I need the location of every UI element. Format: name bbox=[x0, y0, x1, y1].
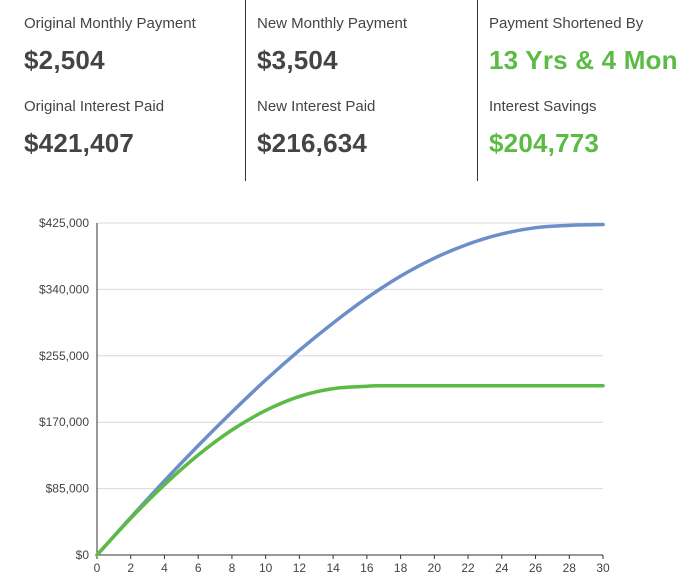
x-tick-label: 16 bbox=[360, 561, 374, 575]
new-monthly-payment-label: New Monthly Payment bbox=[257, 15, 408, 32]
y-tick-label: $0 bbox=[76, 548, 90, 562]
original-monthly-payment-value: $2,504 bbox=[24, 45, 105, 75]
x-tick-label: 0 bbox=[94, 561, 101, 575]
chart-series bbox=[95, 222, 605, 557]
payment-shortened-value: 13 Yrs & 4 Mon bbox=[489, 45, 678, 75]
x-tick-label: 24 bbox=[495, 561, 509, 575]
x-tick-label: 28 bbox=[563, 561, 577, 575]
x-tick-label: 30 bbox=[596, 561, 610, 575]
y-tick-label: $170,000 bbox=[39, 415, 89, 429]
x-tick-label: 18 bbox=[394, 561, 408, 575]
x-tick-label: 4 bbox=[161, 561, 168, 575]
y-tick-label: $425,000 bbox=[39, 216, 89, 230]
x-tick-label: 8 bbox=[229, 561, 236, 575]
new-column: New Monthly Payment $3,504 New Interest … bbox=[245, 0, 477, 181]
x-tick-label: 22 bbox=[461, 561, 475, 575]
y-tick-label: $340,000 bbox=[39, 282, 89, 296]
x-tick-label: 6 bbox=[195, 561, 202, 575]
original-interest-line bbox=[95, 222, 605, 557]
original-monthly-payment-label: Original Monthly Payment bbox=[24, 15, 196, 32]
interest-chart: $0 $85,000 $170,000 $255,000 $340,000 $425,00… bbox=[39, 216, 610, 575]
x-tick-label: 12 bbox=[293, 561, 307, 575]
new-monthly-payment-value: $3,504 bbox=[257, 45, 338, 75]
chart-grid bbox=[97, 222, 603, 490]
original-interest-paid-value: $421,407 bbox=[24, 128, 135, 158]
new-interest-line bbox=[95, 384, 605, 557]
original-column: Original Monthly Payment $2,504 Original… bbox=[24, 0, 244, 181]
y-tick-label: $255,000 bbox=[39, 349, 89, 363]
x-tick-label: 10 bbox=[259, 561, 273, 575]
savings-column: Payment Shortened By 13 Yrs & 4 Mon Inte… bbox=[477, 0, 700, 181]
new-interest-paid-label: New Interest Paid bbox=[257, 98, 376, 115]
interest-savings-label: Interest Savings bbox=[489, 98, 597, 115]
interest-savings-value: $204,773 bbox=[489, 128, 600, 158]
x-tick-label: 14 bbox=[326, 561, 340, 575]
x-tick-label: 20 bbox=[428, 561, 442, 575]
original-interest-paid-label: Original Interest Paid bbox=[24, 98, 165, 115]
payment-summary: Original Monthly Payment $2,504 Original… bbox=[0, 0, 700, 185]
y-tick-label: $85,000 bbox=[46, 482, 90, 496]
new-interest-paid-value: $216,634 bbox=[257, 128, 368, 158]
x-tick-label: 26 bbox=[529, 561, 543, 575]
x-tick-label: 2 bbox=[127, 561, 134, 575]
chart-axes: $0 $85,000 $170,000 $255,000 $340,000 $425,00… bbox=[39, 216, 610, 575]
payment-shortened-label: Payment Shortened By bbox=[489, 15, 644, 32]
